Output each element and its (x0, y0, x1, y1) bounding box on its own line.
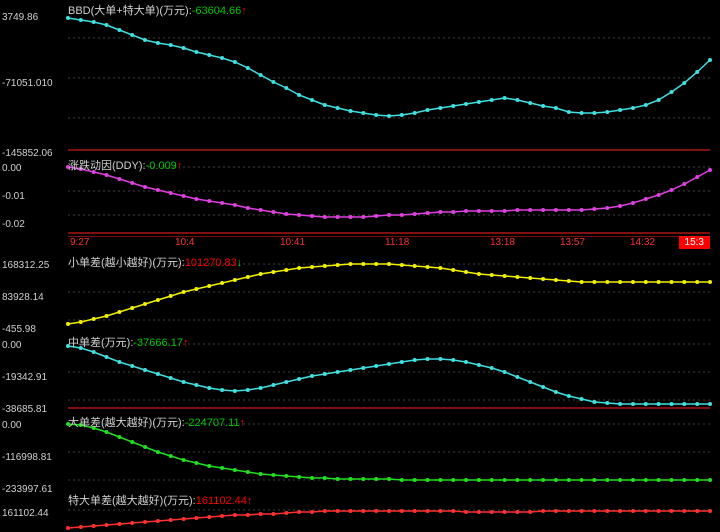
chart-panel-ddy: 涨跌动因(DDY):-0.009↑0.00-0.01-0.02 (0, 155, 720, 237)
chart-panel-mid: 中单差(万元):-37666.17↑0.00-19342.91-38685.81 (0, 332, 720, 412)
chart-panel-xlarge: 特大单差(越大越好)(万元):161102.44↑161102.44 (0, 490, 720, 532)
chart-panel-large: 大单差(越大越好)(万元):-224707.11↑0.00-116998.81-… (0, 412, 720, 490)
panel-title-ddy: 涨跌动因(DDY):-0.009↑ (68, 157, 182, 173)
panel-title-large: 大单差(越大越好)(万元):-224707.11↑ (68, 414, 245, 430)
panel-title-bbd: BBD(大单+特大单)(万元):-63604.66↑ (68, 2, 247, 18)
chart-panel-small: 小单差(越小越好)(万元):101270.83↓168312.2583928.1… (0, 252, 720, 332)
panel-title-small: 小单差(越小越好)(万元):101270.83↓ (68, 254, 242, 270)
panel-title-xlarge: 特大单差(越大越好)(万元):161102.44↑ (68, 492, 252, 508)
time-axis: 9:2710:410:4111:1813:1813:5714:3215:3 (0, 236, 720, 252)
chart-svg-bbd (0, 0, 720, 155)
chart-panel-bbd: BBD(大单+特大单)(万元):-63604.66↑3749.86-71051.… (0, 0, 720, 155)
panel-title-mid: 中单差(万元):-37666.17↑ (68, 334, 188, 350)
